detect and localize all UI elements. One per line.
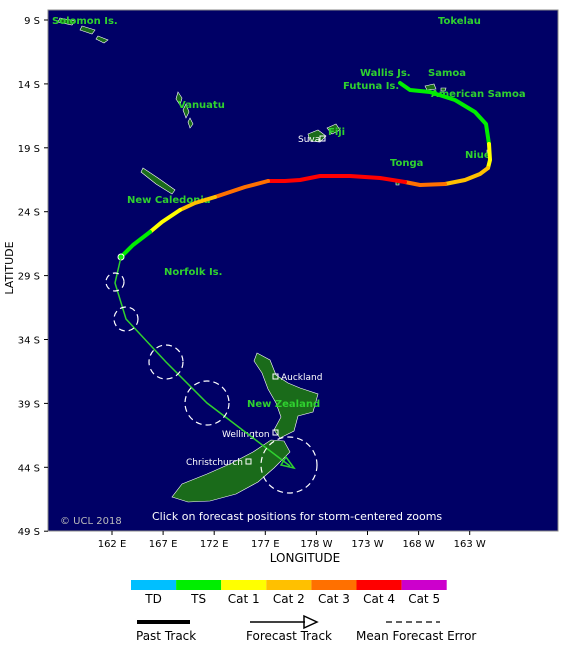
x-tick-label: 168 W	[403, 539, 435, 550]
new-zealand-north	[253, 352, 319, 439]
legend-swatch	[356, 580, 402, 590]
city-label-christchurch: Christchurch	[186, 458, 243, 468]
track-seg-cat1-a	[486, 142, 492, 170]
city-marker-auckland	[272, 373, 279, 380]
forecast-track	[114, 256, 291, 467]
y-tick-label: 49 S	[18, 527, 40, 538]
city-markers: Suva Auckland Wellington Christchurch	[186, 135, 326, 468]
y-tick-label: 29 S	[18, 272, 40, 283]
legend-swatch	[311, 580, 357, 590]
track-seg-cat4	[266, 174, 407, 184]
samoa-islands	[424, 83, 447, 92]
x-tick-label: 178 W	[300, 539, 332, 550]
forecast-error-circles	[105, 272, 318, 494]
track-legend: Past Track Forecast Track Mean Forecast …	[136, 614, 476, 643]
forecast-position-2[interactable]	[113, 306, 139, 332]
forecast-position-1[interactable]	[105, 272, 125, 292]
legend-category-label: Cat 1	[228, 592, 260, 606]
label-new-caledonia: New Caledonia	[127, 195, 211, 206]
x-tick-label: 173 W	[351, 539, 383, 550]
y-axis-ticks: 9 S 14 S 19 S 24 S 29 S 34 S 39 S 44 S 49 S	[18, 16, 48, 538]
y-tick-label: 44 S	[18, 463, 40, 474]
intensity-legend: TD TS Cat 1 Cat 2 Cat 3 Cat 4 Cat 5	[131, 580, 447, 606]
city-marker-christchurch	[245, 458, 252, 465]
forecast-position-4[interactable]	[184, 380, 230, 426]
y-tick-label: 19 S	[18, 144, 40, 155]
y-tick-label: 39 S	[18, 399, 40, 410]
x-tick-label: 177 E	[251, 539, 280, 550]
mean-error-label: Mean Forecast Error	[356, 629, 476, 643]
x-tick-label: 163 W	[454, 539, 486, 550]
x-tick-label: 167 E	[149, 539, 178, 550]
legend-swatch	[401, 580, 447, 590]
track-seg-cat2-a	[443, 166, 490, 186]
city-label-wellington: Wellington	[222, 430, 270, 440]
label-wallis: Wallis Js.	[360, 68, 411, 79]
track-seg-ts-start	[398, 81, 491, 146]
city-marker-wellington	[272, 429, 279, 436]
forecast-track-label: Forecast Track	[246, 629, 332, 643]
forecast-arrowhead	[279, 455, 296, 470]
legend-category-label: TD	[144, 592, 162, 606]
city-label-auckland: Auckland	[281, 373, 322, 383]
y-tick-label: 34 S	[18, 336, 40, 347]
legend-category-label: Cat 4	[363, 592, 395, 606]
label-futuna: Futuna Is.	[343, 81, 399, 92]
y-axis-label: LATITUDE	[3, 241, 16, 294]
ocean-panel	[48, 10, 558, 531]
new-caledonia	[140, 167, 176, 195]
y-tick-label: 24 S	[18, 208, 40, 219]
forecast-position-5[interactable]	[260, 436, 318, 494]
label-tokelau: Tokelau	[438, 16, 481, 27]
label-new-zealand: New Zealand	[247, 399, 320, 410]
land-masses	[57, 17, 491, 503]
legend-swatch	[221, 580, 267, 590]
label-fiji: Fiji	[328, 127, 345, 138]
new-zealand-south	[171, 439, 291, 503]
track-seg-cat3-a	[403, 180, 447, 187]
legend-swatch	[266, 580, 312, 590]
label-vanuatu: Vanuatu	[178, 100, 225, 111]
x-tick-label: 172 E	[200, 539, 229, 550]
copyright-text: © UCL 2018	[60, 516, 122, 527]
legend-swatch	[131, 580, 177, 590]
track-seg-ts-end	[119, 230, 152, 259]
label-solomon: Solomon Is.	[52, 16, 118, 27]
y-tick-label: 9 S	[24, 16, 40, 27]
label-norfolk: Norfolk Is.	[164, 267, 222, 278]
fiji-islands	[307, 123, 341, 143]
label-american-samoa: American Samoa	[431, 89, 526, 100]
solomon-islands	[57, 17, 109, 44]
zoom-instruction: Click on forecast positions for storm-ce…	[152, 510, 442, 523]
x-tick-label: 162 E	[98, 539, 127, 550]
vanuatu-islands	[175, 91, 194, 129]
track-seg-cat3-b	[213, 179, 270, 199]
city-label-suva: Suva	[298, 135, 320, 145]
place-labels: Solomon Is. Tokelau Wallis Js. Futuna Is…	[52, 16, 526, 410]
legend-category-label: Cat 2	[273, 592, 305, 606]
track-seg-cat1-b	[148, 208, 182, 234]
past-track	[119, 81, 492, 259]
forecast-position-3[interactable]	[148, 344, 184, 380]
label-tonga: Tonga	[390, 158, 423, 169]
forecast-track-arrow	[303, 614, 319, 630]
legend-swatch	[176, 580, 222, 590]
label-samoa: Samoa	[428, 68, 466, 79]
city-marker-suva	[319, 135, 326, 142]
x-axis-ticks: 162 E 167 E 172 E 177 E 178 W 173 W 168 W 163 W	[98, 531, 486, 550]
legend-category-label: Cat 3	[318, 592, 350, 606]
x-axis-label: LONGITUDE	[270, 551, 340, 565]
legend-category-label: Cat 5	[408, 592, 440, 606]
track-seg-cat2-b	[178, 195, 217, 212]
past-track-label: Past Track	[136, 629, 196, 643]
legend-category-label: TS	[190, 592, 206, 606]
y-tick-label: 14 S	[18, 80, 40, 91]
label-niue: Niue	[465, 150, 491, 161]
